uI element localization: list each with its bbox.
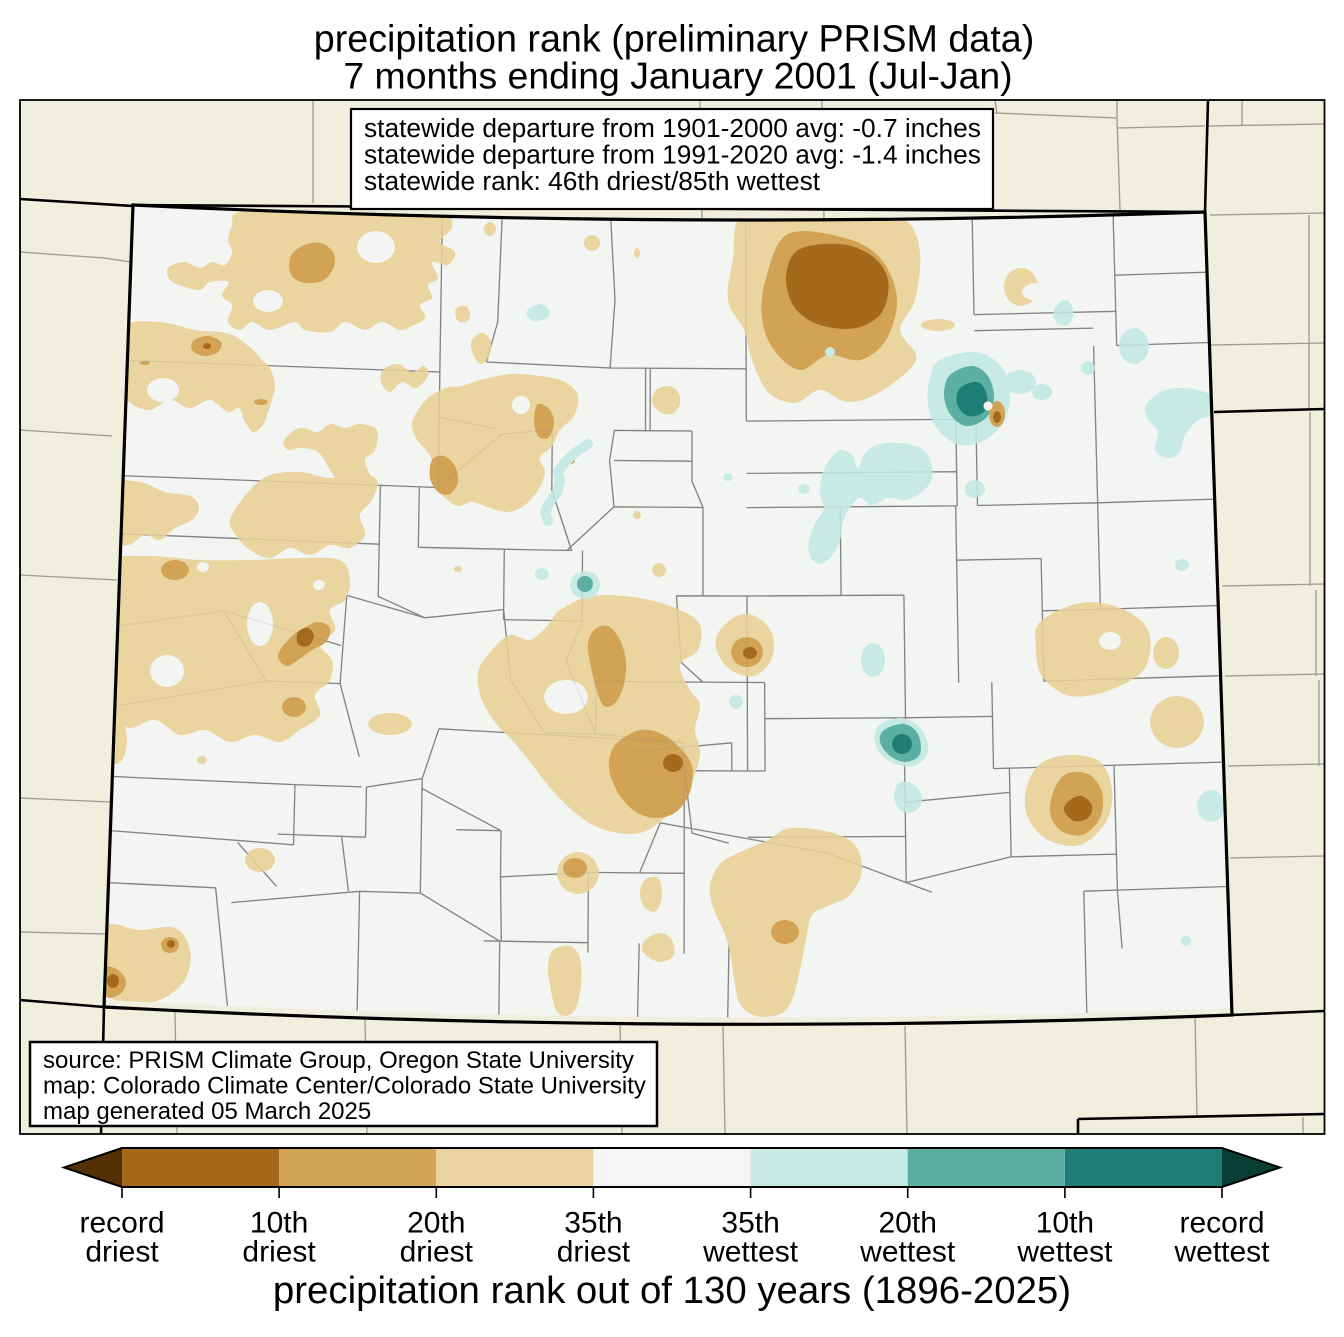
svg-text:7 months ending January 2001 (: 7 months ending January 2001 (Jul-Jan) (343, 54, 1012, 96)
svg-text:map: Colorado Climate Center/C: map: Colorado Climate Center/Colorado St… (43, 1073, 646, 1100)
svg-text:35th: 35th (721, 1207, 779, 1240)
svg-text:10th: 10th (1036, 1207, 1094, 1240)
svg-text:precipitation rank out of 130: precipitation rank out of 130 years (189… (273, 1269, 1071, 1312)
svg-text:driest: driest (400, 1236, 474, 1269)
svg-text:wettest: wettest (1016, 1236, 1113, 1269)
svg-text:precipitation rank (preliminar: precipitation rank (preliminary PRISM da… (314, 18, 1035, 60)
svg-text:10th: 10th (250, 1207, 308, 1240)
svg-text:35th: 35th (564, 1207, 622, 1240)
svg-text:wettest: wettest (702, 1236, 799, 1269)
svg-text:source: PRISM Climate Group, O: source: PRISM Climate Group, Oregon Stat… (43, 1047, 634, 1074)
svg-text:statewide departure from 1901-: statewide departure from 1901-2000 avg: … (364, 113, 981, 143)
svg-text:driest: driest (242, 1236, 316, 1269)
svg-text:20th: 20th (879, 1207, 937, 1240)
svg-text:wettest: wettest (1173, 1236, 1270, 1269)
svg-text:driest: driest (557, 1236, 631, 1269)
svg-text:20th: 20th (407, 1207, 465, 1240)
svg-text:map generated 05 March 2025: map generated 05 March 2025 (43, 1098, 371, 1125)
svg-text:record: record (1179, 1207, 1264, 1240)
svg-text:statewide departure from 1991-: statewide departure from 1991-2020 avg: … (364, 140, 981, 170)
svg-text:wettest: wettest (859, 1236, 956, 1269)
svg-text:record: record (79, 1207, 164, 1240)
svg-text:statewide rank: 46th driest/85: statewide rank: 46th driest/85th wettest (364, 166, 821, 196)
svg-text:driest: driest (85, 1236, 159, 1269)
